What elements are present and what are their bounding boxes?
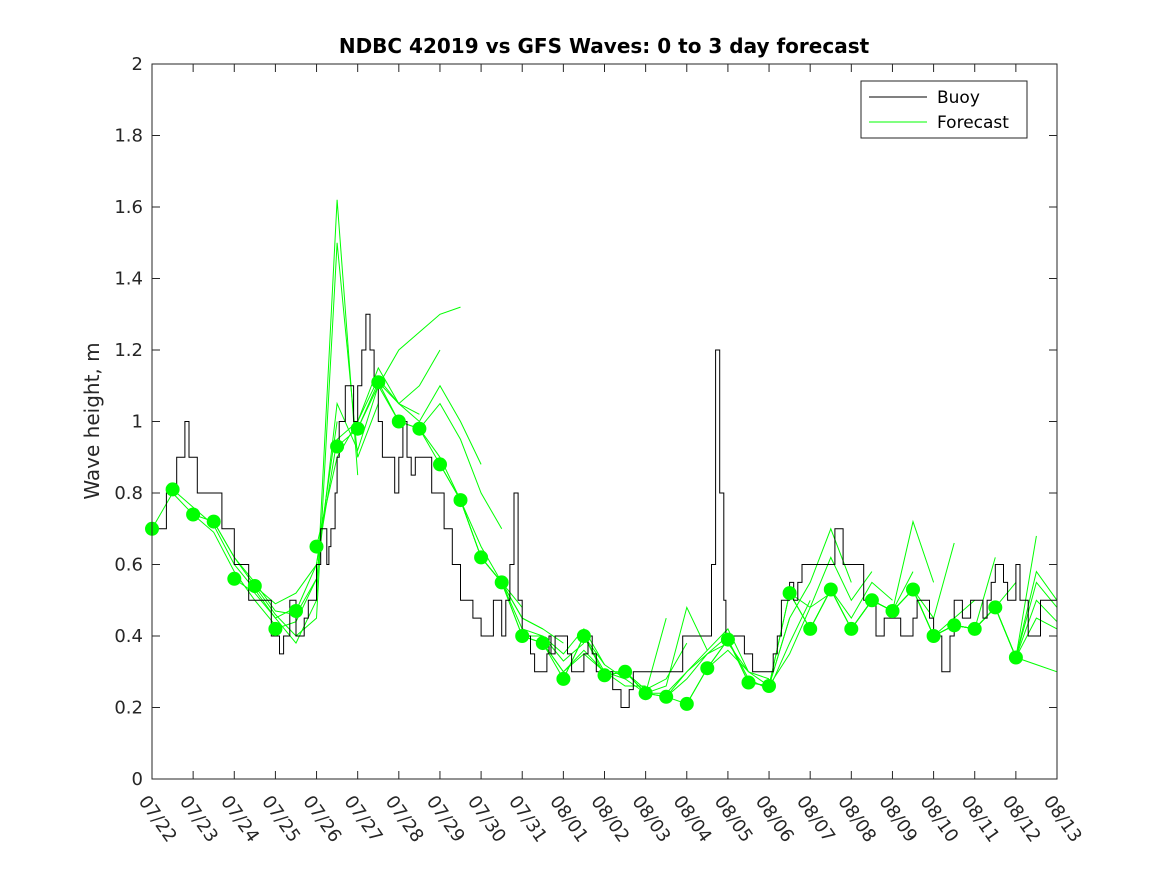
analysis-marker-11 <box>371 375 386 390</box>
y-axis-label: Wave height, m <box>80 342 104 499</box>
legend-buoy-label: Buoy <box>937 88 980 108</box>
analysis-marker-38 <box>926 629 941 643</box>
analysis-marker-16 <box>474 550 489 565</box>
y-tick-label-10: 2 <box>132 54 143 75</box>
analysis-marker-23 <box>618 664 633 679</box>
analysis-marker-39 <box>947 618 962 633</box>
analysis-marker-9 <box>330 439 345 454</box>
analysis-marker-37 <box>906 582 920 597</box>
analysis-marker-30 <box>762 679 776 693</box>
analysis-markers-group <box>145 375 1023 711</box>
y-tick-label-7: 1.4 <box>114 269 143 290</box>
chart-title: NDBC 42019 vs GFS Waves: 0 to 3 day fore… <box>339 34 870 58</box>
analysis-marker-40 <box>967 621 982 636</box>
y-tick-label-4: 0.8 <box>114 483 143 504</box>
analysis-marker-29 <box>741 675 756 690</box>
analysis-marker-10 <box>350 421 365 436</box>
analysis-marker-35 <box>864 593 879 608</box>
y-tick-label-8: 1.6 <box>114 197 143 218</box>
y-tick-label-0: 0 <box>132 769 143 790</box>
analysis-marker-33 <box>823 582 838 597</box>
analysis-marker-18 <box>515 629 530 643</box>
y-axis-ticks: 0 0.2 0.4 0.6 0.8 1 1.2 1.4 1.6 1.8 2 <box>114 54 1057 790</box>
analysis-marker-21 <box>576 629 591 643</box>
y-tick-label-9: 1.8 <box>114 126 143 147</box>
analysis-marker-4 <box>227 571 242 586</box>
analysis-marker-27 <box>700 661 715 676</box>
forecast-line-5 <box>254 242 379 637</box>
y-tick-label-5: 1 <box>132 412 143 433</box>
forecast-line-41 <box>994 570 1058 660</box>
analysis-marker-13 <box>412 421 427 436</box>
legend-forecast-label: Forecast <box>937 113 1009 133</box>
analysis-marker-26 <box>679 696 694 711</box>
y-tick-label-1: 0.2 <box>114 698 143 719</box>
analysis-marker-2 <box>186 507 201 522</box>
analysis-marker-15 <box>453 493 468 508</box>
legend: Buoy Forecast <box>860 80 1028 139</box>
analysis-marker-31 <box>782 586 797 601</box>
buoy-series-group <box>152 313 1057 708</box>
analysis-marker-5 <box>247 579 262 593</box>
analysis-marker-6 <box>268 621 283 636</box>
y-tick-label-3: 0.6 <box>114 555 143 576</box>
analysis-marker-17 <box>494 575 509 590</box>
analysis-marker-24 <box>638 686 653 701</box>
analysis-marker-7 <box>289 604 303 618</box>
buoy-line <box>152 313 1057 708</box>
forecast-line-42 <box>1015 599 1058 658</box>
legend-box <box>860 80 1028 139</box>
analysis-marker-14 <box>433 457 447 472</box>
analysis-marker-1 <box>165 482 180 497</box>
analysis-marker-34 <box>844 621 859 636</box>
plot-area <box>152 64 1057 779</box>
analysis-marker-19 <box>535 636 550 651</box>
analysis-marker-25 <box>659 689 674 704</box>
analysis-marker-32 <box>803 621 818 636</box>
analysis-marker-42 <box>1008 650 1023 665</box>
y-tick-label-2: 0.4 <box>114 626 143 647</box>
y-tick-label-6: 1.2 <box>114 340 143 361</box>
analysis-marker-28 <box>720 632 735 647</box>
analysis-marker-12 <box>391 414 406 429</box>
analysis-marker-8 <box>309 539 324 554</box>
analysis-marker-22 <box>597 668 612 683</box>
analysis-marker-20 <box>556 671 571 686</box>
analysis-marker-36 <box>885 604 900 618</box>
analysis-marker-41 <box>988 600 1003 615</box>
analysis-marker-3 <box>206 514 221 529</box>
forecast-line-4 <box>234 199 359 645</box>
